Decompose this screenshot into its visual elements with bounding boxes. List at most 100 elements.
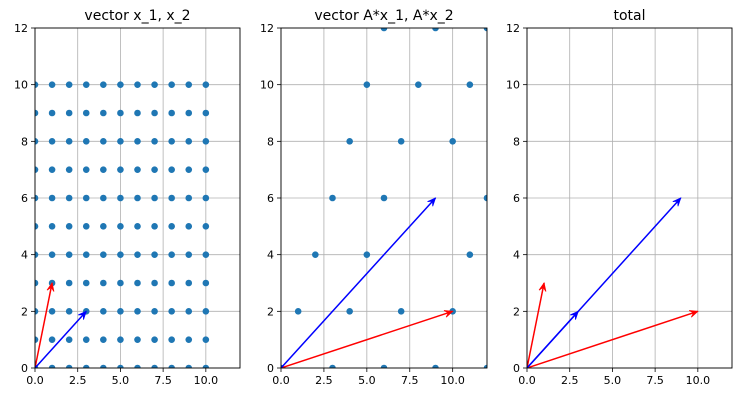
scatter-point <box>397 138 405 145</box>
scatter-point <box>35 194 39 202</box>
plot-area <box>281 28 487 368</box>
scatter-point <box>202 223 210 230</box>
y-tick-label: 0 <box>513 362 520 375</box>
scatter-point <box>449 138 456 145</box>
scatter-point <box>363 81 371 88</box>
vector-head <box>688 310 699 318</box>
scatter-point <box>48 166 56 173</box>
y-tick-label: 8 <box>513 135 520 148</box>
scatter-point <box>65 336 73 343</box>
scatter-point <box>185 251 193 258</box>
y-tick-label: 2 <box>21 305 28 318</box>
scatter-point <box>117 364 124 368</box>
scatter-point <box>312 251 319 258</box>
scatter-point <box>100 81 107 88</box>
scatter-point <box>82 251 90 258</box>
y-tick-label: 4 <box>267 249 274 262</box>
x-tick-label: 0.0 <box>518 374 536 387</box>
subplot-3: 0.0 2.5 5.0 7.5 10.0 0 2 4 6 8 10 12 total <box>506 8 733 387</box>
vector-head <box>46 282 55 292</box>
scatter-point <box>35 81 39 88</box>
scatter-point <box>65 109 73 117</box>
scatter-point <box>35 251 39 258</box>
scatter-point <box>380 194 388 202</box>
scatter-point <box>117 109 124 117</box>
scatter-point <box>466 251 474 258</box>
scatter-point <box>185 81 193 88</box>
x-tick-label: 0.0 <box>272 374 290 387</box>
scatter-point <box>151 308 158 315</box>
x-tick-label: 2.5 <box>69 374 87 387</box>
scatter-point <box>48 308 56 315</box>
scatter-point <box>134 223 141 230</box>
scatter-point <box>151 251 158 258</box>
y-tick-label: 4 <box>21 249 28 262</box>
subplot-title: total <box>613 8 645 24</box>
scatter-point <box>185 194 193 202</box>
x-tick-label: 2.5 <box>315 374 333 387</box>
x-tick-label: 7.5 <box>401 374 419 387</box>
scatter-point <box>432 364 439 368</box>
scatter-point <box>346 308 353 315</box>
scatter-point <box>117 138 124 145</box>
vector-head <box>672 197 682 207</box>
scatter-point <box>65 81 73 88</box>
scatter-point <box>185 364 193 368</box>
scatter-point <box>329 194 336 202</box>
scatter-point <box>151 166 158 173</box>
scatter-point <box>65 279 73 287</box>
vector-line <box>527 310 699 368</box>
y-tick-label: 4 <box>513 249 520 262</box>
x-tick-label: 10.0 <box>686 374 711 387</box>
scatter-point <box>185 223 193 230</box>
scatter-point <box>65 194 73 202</box>
scatter-point <box>134 109 141 117</box>
scatter-point <box>65 364 73 368</box>
y-tick-label: 12 <box>506 22 520 35</box>
scatter-point <box>65 251 73 258</box>
scatter-point <box>65 223 73 230</box>
scatter-point <box>294 308 302 315</box>
scatter-point <box>117 166 124 173</box>
scatter-point <box>82 109 90 117</box>
scatter-point <box>134 336 141 343</box>
x-tick-label: 7.5 <box>154 374 172 387</box>
scatter-point <box>82 138 90 145</box>
scatter-point <box>168 251 175 258</box>
scatter-point <box>202 138 210 145</box>
y-tick-label: 0 <box>21 362 28 375</box>
scatter-point <box>35 279 39 287</box>
scatter-point <box>202 364 210 368</box>
vector-line <box>527 197 682 368</box>
scatter-point <box>202 166 210 173</box>
y-tick-label: 12 <box>14 22 28 35</box>
scatter-point <box>185 336 193 343</box>
scatter-point <box>168 194 175 202</box>
scatter-point <box>363 251 371 258</box>
scatter-point <box>35 138 39 145</box>
subplot-title: vector A*x_1, A*x_2 <box>314 8 453 24</box>
scatter-point <box>65 166 73 173</box>
x-tick-label: 7.5 <box>646 374 664 387</box>
scatter-point <box>100 166 107 173</box>
scatter-point <box>202 81 210 88</box>
scatter-point <box>35 336 39 343</box>
scatter-point <box>82 336 90 343</box>
scatter-point <box>185 138 193 145</box>
scatter-point <box>202 194 210 202</box>
scatter-point <box>134 166 141 173</box>
scatter-point <box>82 279 90 287</box>
scatter-point <box>48 336 56 343</box>
scatter-point <box>168 336 175 343</box>
scatter-point <box>48 251 56 258</box>
scatter-point <box>151 364 158 368</box>
y-tick-label: 8 <box>267 135 274 148</box>
scatter-point <box>202 308 210 315</box>
scatter-point <box>117 251 124 258</box>
x-tick-label: 10.0 <box>440 374 465 387</box>
scatter-point <box>151 223 158 230</box>
scatter-point <box>48 81 56 88</box>
scatter-point <box>202 251 210 258</box>
y-tick-label: 6 <box>267 192 274 205</box>
scatter-point <box>134 251 141 258</box>
